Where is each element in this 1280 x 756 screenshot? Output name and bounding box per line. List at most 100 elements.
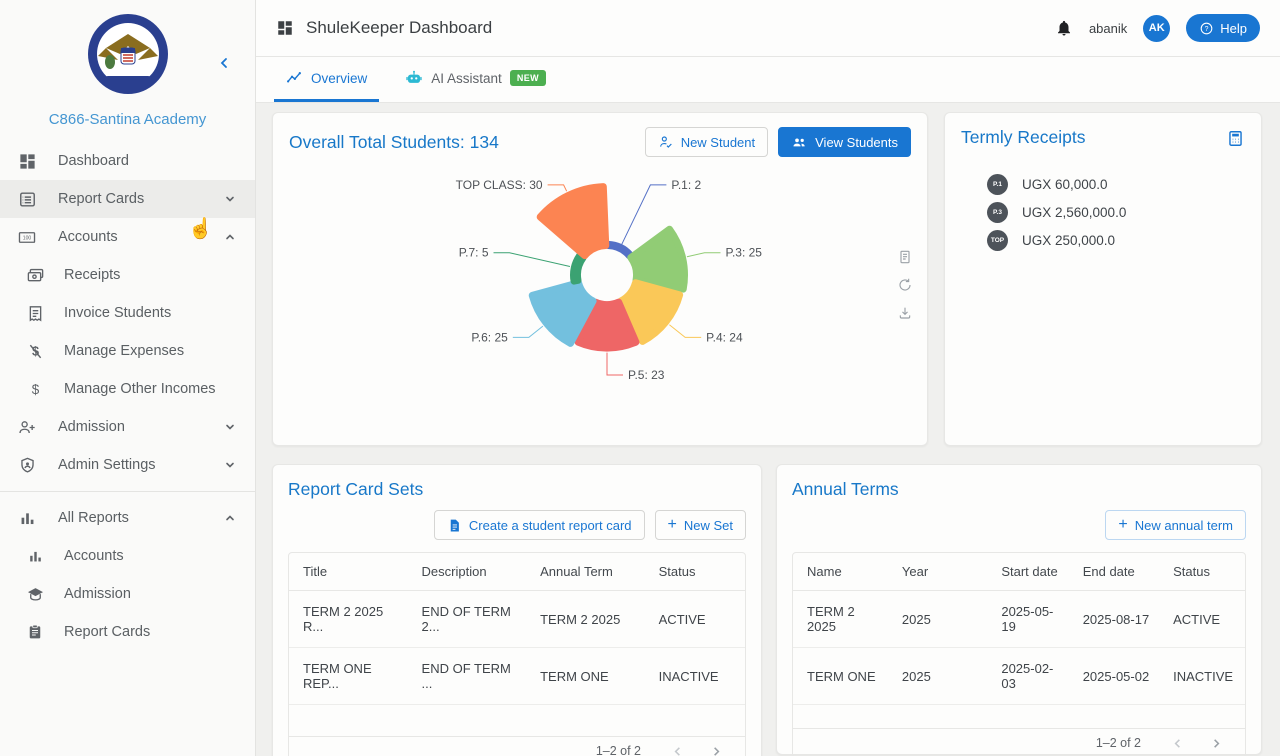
table-row[interactable]: TERM 2 2025 2025 2025-05-19 2025-08-17 A… xyxy=(793,590,1245,648)
svg-text:100: 100 xyxy=(23,235,32,241)
sidebar-item-receipts[interactable]: Receipts xyxy=(0,256,255,294)
annual-terms-table: Name Year Start date End date Status TER… xyxy=(792,552,1246,756)
download-icon[interactable] xyxy=(897,305,913,321)
new-set-button[interactable]: + New Set xyxy=(654,510,746,540)
chevron-left-icon xyxy=(220,58,227,68)
tab-label: AI Assistant xyxy=(431,70,502,86)
termly-receipts-title: Termly Receipts xyxy=(961,127,1086,147)
report-cards-icon xyxy=(16,190,38,209)
cell-status: ACTIVE xyxy=(1159,590,1245,648)
rose-slice-P.5[interactable] xyxy=(574,298,640,352)
new-student-button[interactable]: New Student xyxy=(644,127,769,157)
sidebar-item-label: Admission xyxy=(58,419,125,435)
help-button[interactable]: ? Help xyxy=(1186,14,1260,42)
sidebar-item-label: Accounts xyxy=(64,548,124,564)
table-row[interactable]: TERM ONE 2025 2025-02-03 2025-05-02 INAC… xyxy=(793,647,1245,705)
annual-terms-card: Annual Terms + New annual term Name Year… xyxy=(776,464,1262,756)
report-card-sets-title: Report Card Sets xyxy=(288,479,424,499)
cell-name: TERM ONE xyxy=(793,647,888,705)
question-circle-icon: ? xyxy=(1200,22,1213,34)
class-badge: TOP xyxy=(987,230,1008,251)
data-view-icon[interactable] xyxy=(897,249,913,265)
rose-label: P.4: 24 xyxy=(706,330,743,344)
sidebar-collapse-button[interactable] xyxy=(217,56,231,70)
chevron-down-icon xyxy=(223,458,237,472)
cell-annual-term: TERM 2 2025 xyxy=(526,590,645,648)
next-page-icon[interactable] xyxy=(1210,737,1223,750)
chevron-down-icon xyxy=(223,192,237,206)
tab-ai-assistant[interactable]: AI Assistant NEW xyxy=(393,57,558,102)
next-page-icon[interactable] xyxy=(710,745,723,756)
clipboard-icon xyxy=(24,623,46,641)
rose-label: P.7: 5 xyxy=(459,246,489,260)
person-check-icon xyxy=(659,136,672,148)
rose-label: P.1: 2 xyxy=(671,178,701,192)
rose-slice-P.6[interactable] xyxy=(528,279,597,347)
students-card-title: Overall Total Students: 134 xyxy=(289,131,499,152)
sidebar-item-admission[interactable]: Admission xyxy=(0,408,255,446)
sidebar-item-invoice-students[interactable]: Invoice Students xyxy=(0,294,255,332)
bar-chart-icon xyxy=(24,548,46,565)
sidebar-item-manage-expenses[interactable]: $ Manage Expenses xyxy=(0,332,255,370)
table-row[interactable]: TERM ONE REP... END OF TERM ... TERM ONE… xyxy=(289,647,745,705)
rose-label-line xyxy=(686,252,721,258)
rose-slice-P.1[interactable] xyxy=(604,240,634,260)
banknote-icon: 100 xyxy=(16,228,38,247)
new-badge: NEW xyxy=(509,70,547,86)
create-report-card-button[interactable]: Create a student report card xyxy=(433,510,645,540)
view-students-button[interactable]: View Students xyxy=(778,127,911,157)
termly-row: TOP UGX 250,000.0 xyxy=(987,230,1245,251)
dollar-icon: $ xyxy=(24,380,46,399)
tab-overview[interactable]: Overview xyxy=(274,57,380,102)
cell-year: 2025 xyxy=(887,647,988,705)
column-header: Status xyxy=(1159,553,1245,591)
pagination: 1–2 of 2 xyxy=(289,736,745,756)
column-header: End date xyxy=(1068,553,1160,591)
sidebar-item-label: All Reports xyxy=(58,510,129,526)
notifications-bell-icon[interactable] xyxy=(1055,19,1073,37)
new-annual-term-button[interactable]: + New annual term xyxy=(1105,510,1246,540)
sidebar-menu: Dashboard Report Cards 100 Accounts Rece… xyxy=(0,142,255,651)
sidebar-item-report-cards[interactable]: Report Cards xyxy=(0,180,255,218)
avatar[interactable]: AK xyxy=(1143,14,1171,42)
rose-label-line xyxy=(606,352,623,376)
report-card-sets-card: Report Card Sets Create a student report… xyxy=(272,464,762,756)
table-row[interactable]: TERM 2 2025 R... END OF TERM 2... TERM 2… xyxy=(289,590,745,648)
sidebar-item-dashboard[interactable]: Dashboard xyxy=(0,142,255,180)
sidebar-item-manage-other-incomes[interactable]: $ Manage Other Incomes xyxy=(0,370,255,408)
receipt-amount: UGX 2,560,000.0 xyxy=(1022,205,1127,220)
main-area: ShuleKeeper Dashboard abanik AK ? Help O… xyxy=(256,0,1280,756)
app-grid-icon xyxy=(278,21,292,35)
sidebar-item-accounts[interactable]: 100 Accounts xyxy=(0,218,255,256)
previous-page-icon[interactable] xyxy=(671,745,684,756)
cell-annual-term: TERM ONE xyxy=(526,647,645,705)
sidebar-item-reports-admission[interactable]: Admission xyxy=(0,575,255,613)
rose-label: P.5: 23 xyxy=(628,368,665,382)
sidebar-item-reports-report-cards[interactable]: Report Cards xyxy=(0,613,255,651)
view-students-label: View Students xyxy=(815,134,898,150)
receipt-amount: UGX 60,000.0 xyxy=(1022,177,1108,192)
sidebar-item-reports-accounts[interactable]: Accounts xyxy=(0,537,255,575)
rose-slice-P.3[interactable] xyxy=(627,225,688,293)
rose-slice-TOP CLASS[interactable] xyxy=(536,183,610,260)
tab-bar: Overview AI Assistant NEW xyxy=(256,57,1280,103)
rose-slice-P.7[interactable] xyxy=(570,251,587,285)
rose-label-line xyxy=(669,324,702,338)
column-header: Name xyxy=(793,553,888,591)
rose-label-line xyxy=(620,184,667,247)
column-header: Year xyxy=(887,553,988,591)
insights-icon xyxy=(286,71,301,82)
rose-slice-P.4[interactable] xyxy=(617,279,684,345)
sidebar-item-label: Admission xyxy=(64,586,131,602)
sidebar-item-admin-settings[interactable]: Admin Settings xyxy=(0,446,255,484)
cell-title: TERM ONE REP... xyxy=(289,647,408,705)
refresh-icon[interactable] xyxy=(897,277,913,293)
previous-page-icon[interactable] xyxy=(1171,737,1184,750)
top-bar: ShuleKeeper Dashboard abanik AK ? Help xyxy=(256,0,1280,57)
sidebar-item-all-reports[interactable]: All Reports xyxy=(0,499,255,537)
receipt-calculator-icon[interactable] xyxy=(1226,129,1245,148)
students-rose-chart: P.1: 2 P.3: 25 P.4: 24 P.5: 23 P.6: 25 P.7: 5… xyxy=(456,178,763,382)
cell-name: TERM 2 2025 xyxy=(793,590,888,648)
pagination: 1–2 of 2 xyxy=(793,728,1245,756)
receipt-amount: UGX 250,000.0 xyxy=(1022,233,1116,248)
